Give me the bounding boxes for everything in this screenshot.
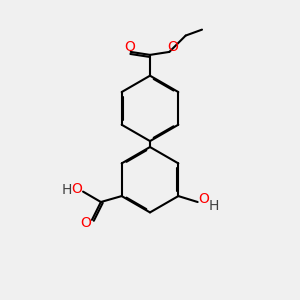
Text: O: O [198, 192, 209, 206]
Text: O: O [81, 216, 92, 230]
Text: O: O [167, 40, 178, 54]
Text: H: H [209, 200, 219, 214]
Text: H: H [61, 183, 72, 197]
Text: O: O [124, 40, 135, 55]
Text: O: O [71, 182, 82, 196]
